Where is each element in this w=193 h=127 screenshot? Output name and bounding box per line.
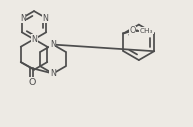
- Text: O: O: [130, 26, 136, 35]
- Text: N: N: [31, 35, 37, 44]
- Text: N: N: [50, 69, 56, 78]
- Text: N: N: [20, 14, 26, 23]
- Text: CH₃: CH₃: [140, 28, 153, 34]
- Text: N: N: [42, 14, 48, 23]
- Text: O: O: [28, 78, 36, 87]
- Text: N: N: [50, 40, 56, 49]
